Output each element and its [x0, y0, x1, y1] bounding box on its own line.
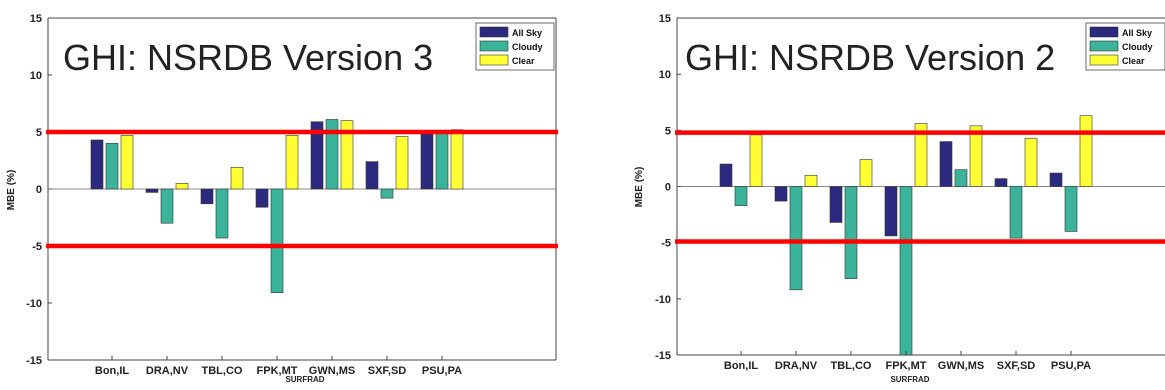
- x-tick-label: FPK,MT: [886, 360, 927, 372]
- bar-cloudy: [1064, 186, 1078, 232]
- y-tick-label: 10: [30, 70, 42, 82]
- y-tick-label: -10: [26, 298, 42, 310]
- x-tick-label: PSU,PA: [1051, 360, 1091, 372]
- y-tick-label: 15: [30, 13, 42, 25]
- x-tick-label: PSU,PA: [422, 365, 462, 377]
- bar-clear: [969, 125, 983, 187]
- legend: All Sky Cloudy Clear: [1085, 22, 1165, 71]
- legend-label: Clear: [1122, 56, 1145, 66]
- legend: All Sky Cloudy Clear: [475, 22, 555, 71]
- legend-label: All Sky: [512, 28, 542, 38]
- bar-clear: [450, 129, 464, 190]
- bar-all-sky: [994, 178, 1008, 187]
- legend-label: All Sky: [1122, 28, 1152, 38]
- bar-clear: [1079, 115, 1093, 187]
- bar-cloudy: [435, 131, 449, 190]
- x-tick-label: DRA,NV: [146, 365, 189, 377]
- y-tick-label: 5: [665, 125, 671, 137]
- bar-all-sky: [255, 188, 269, 208]
- y-tick-label: 15: [659, 13, 671, 25]
- bar-cloudy: [1009, 186, 1023, 239]
- bar-clear: [175, 183, 189, 190]
- x-tick-label: SXF,SD: [997, 360, 1036, 372]
- bar-cloudy: [899, 186, 913, 356]
- legend-swatch: [1089, 54, 1119, 66]
- chart-panel-2: -15 -10 -5 0 5 10 15 Bon,IL DRA,NV TBL,CO FPK,MT GW…: [634, 13, 1165, 384]
- x-tick-label: GWN,MS: [309, 365, 355, 377]
- bar-clear: [749, 134, 763, 187]
- bar-all-sky: [1049, 172, 1063, 187]
- legend-label: Cloudy: [1122, 42, 1153, 52]
- bar-clear: [395, 136, 409, 190]
- y-tick-label: -15: [26, 355, 42, 367]
- legend-swatch: [479, 54, 509, 66]
- bar-all-sky: [719, 163, 733, 187]
- x-tick-label: SXF,SD: [368, 365, 407, 377]
- y-tick-label: -5: [32, 241, 42, 253]
- legend-swatch: [479, 26, 509, 38]
- x-tick-label: Bon,IL: [95, 365, 129, 377]
- y-tick-label: 10: [659, 69, 671, 81]
- bar-all-sky: [145, 188, 159, 193]
- chart-panel-1: -15 -10 -5 0 5 10 15 Bon,IL DRA,NV TBL,CO FPK,MT GW…: [6, 13, 558, 384]
- bar-all-sky: [420, 131, 434, 190]
- y-tick-label: 5: [36, 127, 42, 139]
- bar-cloudy: [215, 188, 229, 239]
- x-axis-label: SURFRAD: [890, 375, 929, 384]
- bar-clear: [804, 174, 818, 187]
- bar-all-sky: [829, 186, 843, 223]
- bar-clear: [230, 167, 244, 190]
- bar-clear: [120, 135, 134, 190]
- bar-cloudy: [789, 186, 803, 291]
- bar-all-sky: [365, 161, 379, 190]
- y-axis-label: MBE (%): [634, 167, 645, 208]
- bar-clear: [914, 123, 928, 187]
- bar-all-sky: [310, 121, 324, 190]
- y-tick-label: 0: [36, 184, 42, 196]
- x-axis-label: SURFRAD: [285, 375, 324, 384]
- bar-clear: [859, 159, 873, 187]
- y-tick-label: -15: [655, 350, 671, 362]
- legend-label: Clear: [512, 56, 535, 66]
- y-axis-label: MBE (%): [6, 170, 17, 211]
- x-tick-label: TBL,CO: [831, 360, 872, 372]
- legend-swatch: [479, 40, 509, 52]
- y-tick-label: -5: [661, 238, 671, 250]
- bar-cloudy: [844, 186, 858, 279]
- chart-title: GHI: NSRDB Version 2: [685, 37, 1055, 78]
- bar-all-sky: [939, 141, 953, 187]
- bar-cloudy: [160, 188, 174, 224]
- bar-cloudy: [270, 188, 284, 294]
- bar-cloudy: [954, 169, 968, 187]
- y-tick-label: 0: [665, 182, 671, 194]
- bar-all-sky: [90, 139, 104, 190]
- x-tick-label: GWN,MS: [938, 360, 984, 372]
- legend-swatch: [1089, 26, 1119, 38]
- bar-cloudy: [325, 119, 339, 190]
- chart-title: GHI: NSRDB Version 3: [63, 37, 433, 78]
- legend-label: Cloudy: [512, 42, 543, 52]
- bar-all-sky: [200, 188, 214, 205]
- bar-cloudy: [105, 143, 119, 190]
- bar-all-sky: [774, 186, 788, 202]
- bar-all-sky: [884, 186, 898, 237]
- bar-clear: [340, 120, 354, 190]
- bar-clear: [1024, 137, 1038, 187]
- x-tick-label: DRA,NV: [775, 360, 818, 372]
- x-tick-label: FPK,MT: [257, 365, 298, 377]
- y-tick-label: -10: [655, 294, 671, 306]
- bar-clear: [285, 135, 299, 190]
- bar-cloudy: [734, 186, 748, 206]
- legend-swatch: [1089, 40, 1119, 52]
- x-tick-label: TBL,CO: [202, 365, 243, 377]
- x-tick-label: Bon,IL: [724, 360, 758, 372]
- bar-cloudy: [380, 188, 394, 199]
